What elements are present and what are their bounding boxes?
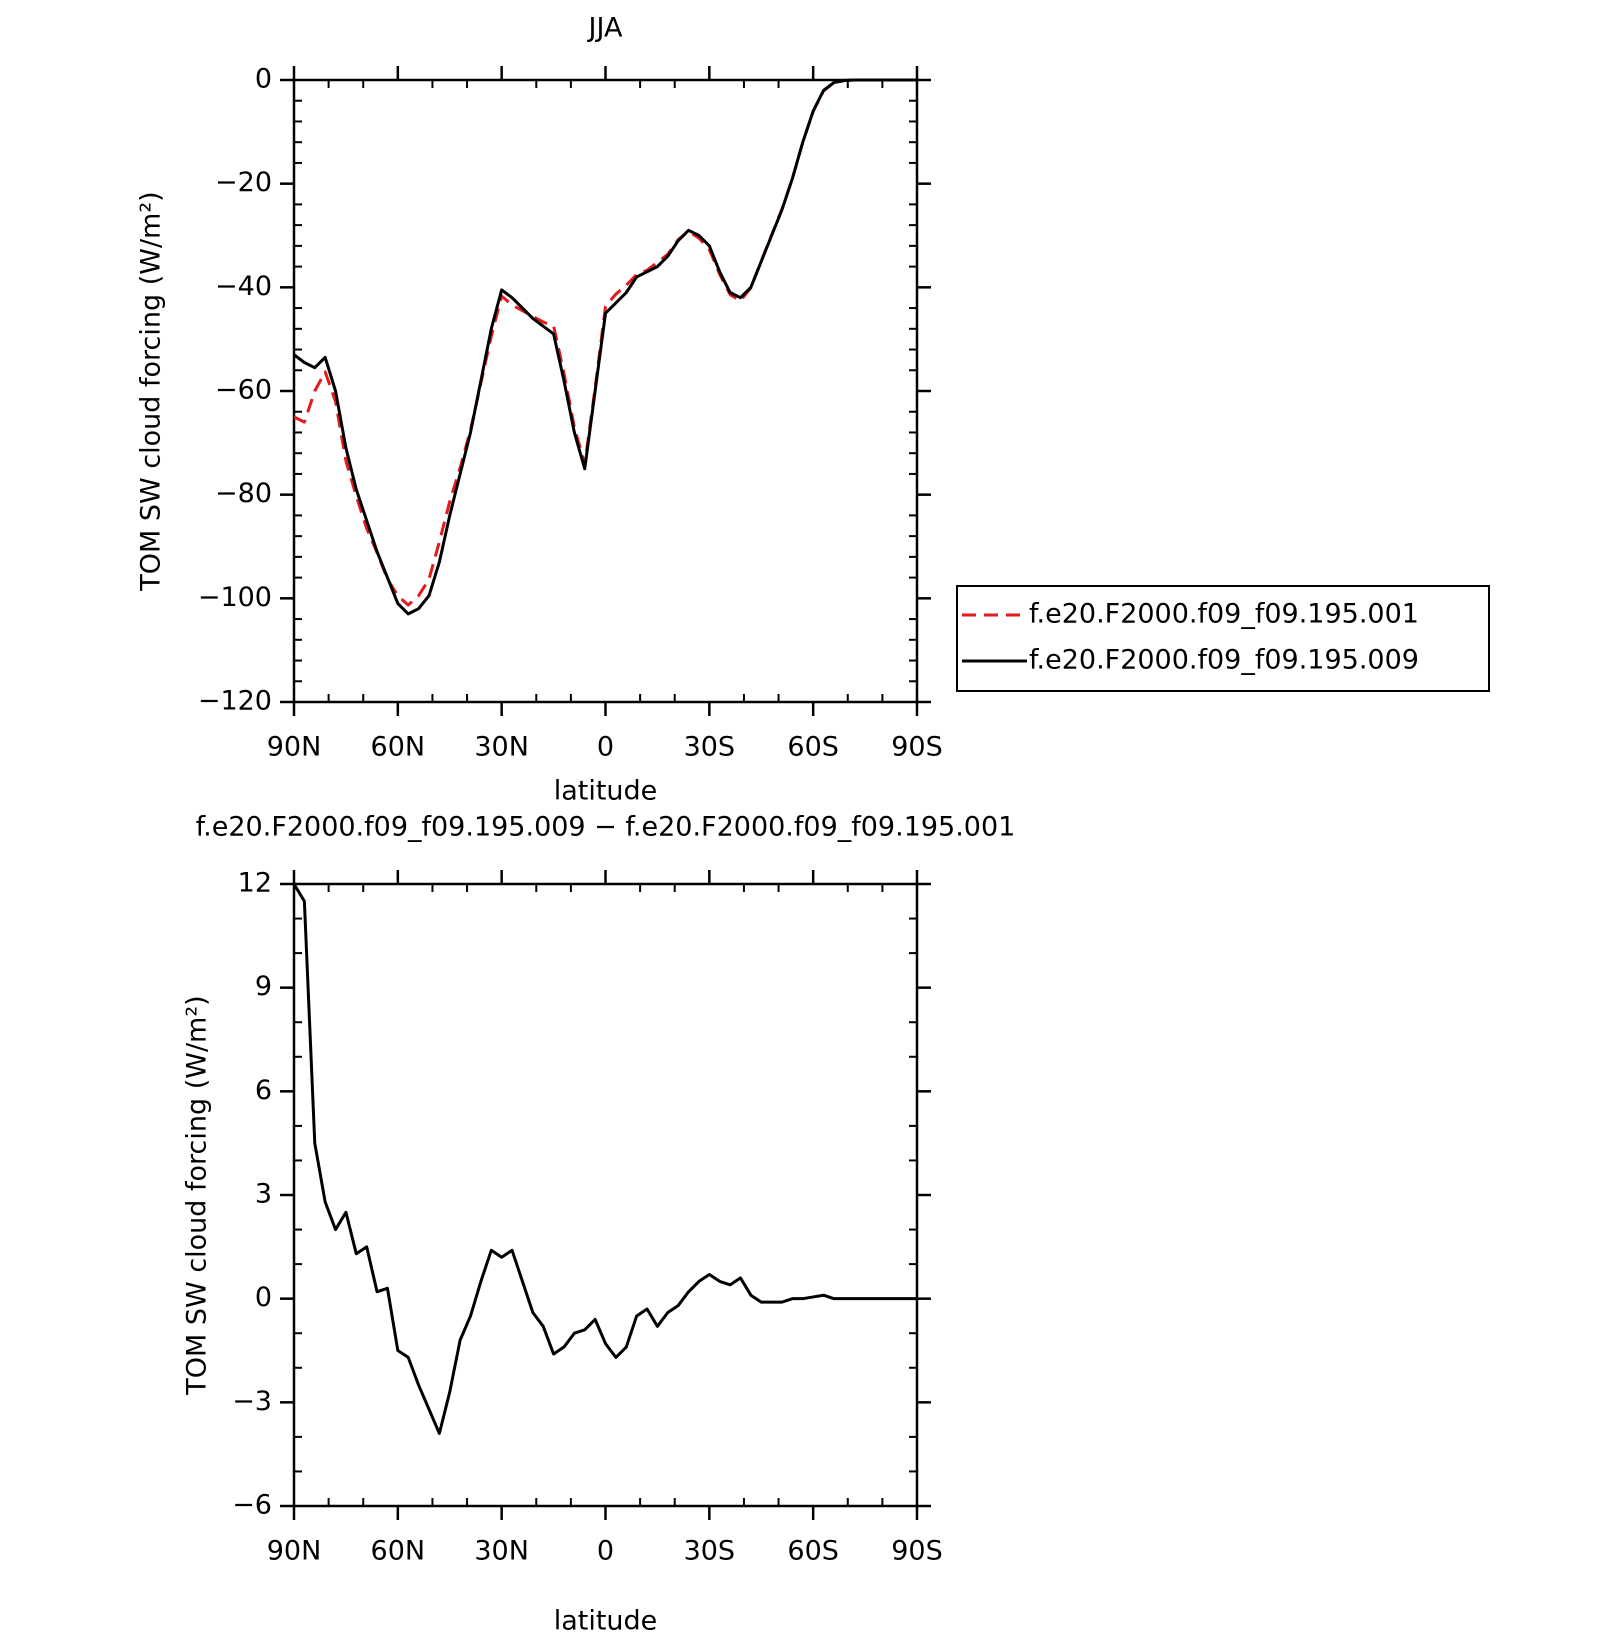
x-tick-label: 90S <box>891 1536 943 1567</box>
y-tick-label: −20 <box>215 167 272 198</box>
line-series <box>293 78 917 616</box>
y-tick-label: −6 <box>232 1490 272 1521</box>
x-tick-label: 90N <box>267 1536 322 1567</box>
x-tick-label: 60N <box>371 732 426 763</box>
line-series <box>292 883 917 1435</box>
x-tick-label: 0 <box>597 732 614 763</box>
y-tick-label: 3 <box>255 1179 272 1210</box>
x-tick-label: 0 <box>597 1536 614 1567</box>
y-tick-label: 0 <box>255 1282 272 1313</box>
y-tick-label: −100 <box>198 582 272 613</box>
y-tick-label: −80 <box>215 478 272 509</box>
x-tick-label: 30N <box>474 732 529 763</box>
plot-frame <box>292 78 919 704</box>
x-tick-label: 90N <box>267 732 322 763</box>
y-axis-label: TOM SW cloud forcing (W/m²) <box>136 191 167 591</box>
line-series <box>293 78 917 607</box>
x-tick-label: 90S <box>891 732 943 763</box>
y-tick-label: −60 <box>215 375 272 406</box>
y-axis-label: TOM SW cloud forcing (W/m²) <box>182 995 213 1395</box>
x-tick-label: 30S <box>684 732 736 763</box>
y-tick-label: 6 <box>255 1075 272 1106</box>
legend-label: f.e20.F2000.f09_f09.195.001 <box>1029 599 1419 630</box>
plot-frame <box>292 882 919 1508</box>
y-tick-label: 12 <box>238 868 272 899</box>
chart-title: f.e20.F2000.f09_f09.195.009 − f.e20.F200… <box>196 812 1016 843</box>
x-tick-label: 60S <box>787 732 839 763</box>
legend-box <box>956 585 1490 692</box>
x-tick-label: 60N <box>371 1536 426 1567</box>
x-tick-label: 30S <box>684 1536 736 1567</box>
x-axis-label: latitude <box>554 776 658 807</box>
chart-title: JJA <box>587 13 623 44</box>
x-tick-label: 60S <box>787 1536 839 1567</box>
x-tick-label: 30N <box>474 1536 529 1567</box>
y-tick-label: 0 <box>255 64 272 95</box>
legend: f.e20.F2000.f09_f09.195.001 f.e20.F2000.f… <box>956 585 1490 692</box>
y-tick-label: −3 <box>232 1386 272 1417</box>
legend-label: f.e20.F2000.f09_f09.195.009 <box>1029 645 1419 676</box>
y-tick-label: −40 <box>215 271 272 302</box>
x-axis-label: latitude <box>554 1606 658 1636</box>
y-tick-label: 9 <box>255 971 272 1002</box>
y-tick-label: −120 <box>198 686 272 717</box>
